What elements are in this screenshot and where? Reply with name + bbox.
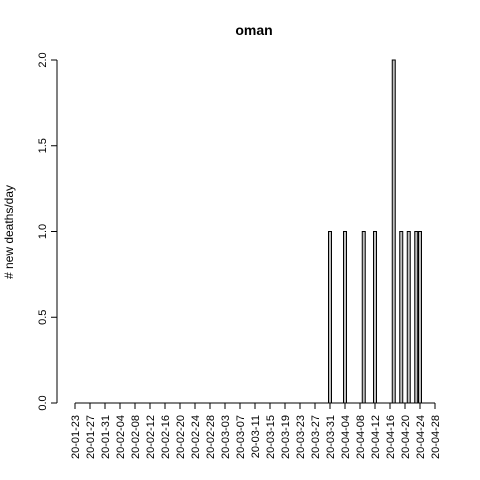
x-tick-label: 20-03-03 [220, 415, 232, 459]
bars [328, 59, 422, 404]
x-tick-label: 20-02-28 [205, 415, 217, 459]
x-tick-label: 20-04-28 [430, 415, 442, 459]
bar [406, 231, 411, 404]
bar [328, 231, 332, 404]
x-tick-label: 20-03-15 [265, 415, 277, 459]
y-tick-label: 1.5 [37, 138, 49, 153]
x-tick-label: 20-02-04 [115, 415, 127, 459]
x-tick-label: 20-02-12 [145, 415, 157, 459]
x-tick-label: 20-03-23 [295, 415, 307, 459]
x-tick-label: 20-04-20 [400, 415, 412, 459]
y-tick-label: 1.0 [37, 224, 49, 239]
bar [361, 231, 366, 404]
x-tick-label: 20-02-08 [130, 415, 142, 459]
bar [373, 231, 377, 404]
y-tick-label: 2.0 [37, 52, 49, 67]
x-tick-label: 20-03-27 [310, 415, 322, 459]
x-tick-label: 20-03-31 [325, 415, 337, 459]
bar [391, 59, 396, 404]
x-tick-label: 20-02-20 [175, 415, 187, 459]
chart-title: oman [235, 22, 272, 38]
x-tick-label: 20-04-24 [415, 415, 427, 459]
x-tick-label: 20-03-11 [250, 415, 262, 458]
bar [414, 231, 419, 404]
x-tick-label: 20-04-08 [355, 415, 367, 459]
bar [418, 231, 422, 404]
x-tick-label: 20-01-31 [100, 415, 112, 459]
bar [343, 231, 347, 404]
x-tick-label: 20-04-04 [340, 415, 352, 459]
y-tick-label: 0.0 [37, 395, 49, 410]
x-axis: 20-01-23 20-01-27 20-01-31 20-02-04 20-02-08… [70, 402, 442, 459]
y-tick-label: 0.5 [37, 310, 49, 325]
y-axis-label: # new deaths/day [2, 185, 16, 279]
x-tick-label: 20-02-24 [190, 415, 202, 459]
x-tick-label: 20-04-16 [385, 415, 397, 459]
x-tick-label: 20-02-16 [160, 415, 172, 459]
x-tick-label: 20-04-12 [370, 415, 382, 459]
bar [399, 231, 404, 404]
y-axis: 0.0 0.5 1.0 1.5 2.0 [37, 52, 58, 411]
x-tick-label: 20-03-07 [235, 415, 247, 459]
x-tick-label: 20-01-27 [85, 415, 97, 459]
x-tick-label: 20-03-19 [280, 415, 292, 459]
x-tick-label: 20-01-23 [70, 415, 82, 459]
